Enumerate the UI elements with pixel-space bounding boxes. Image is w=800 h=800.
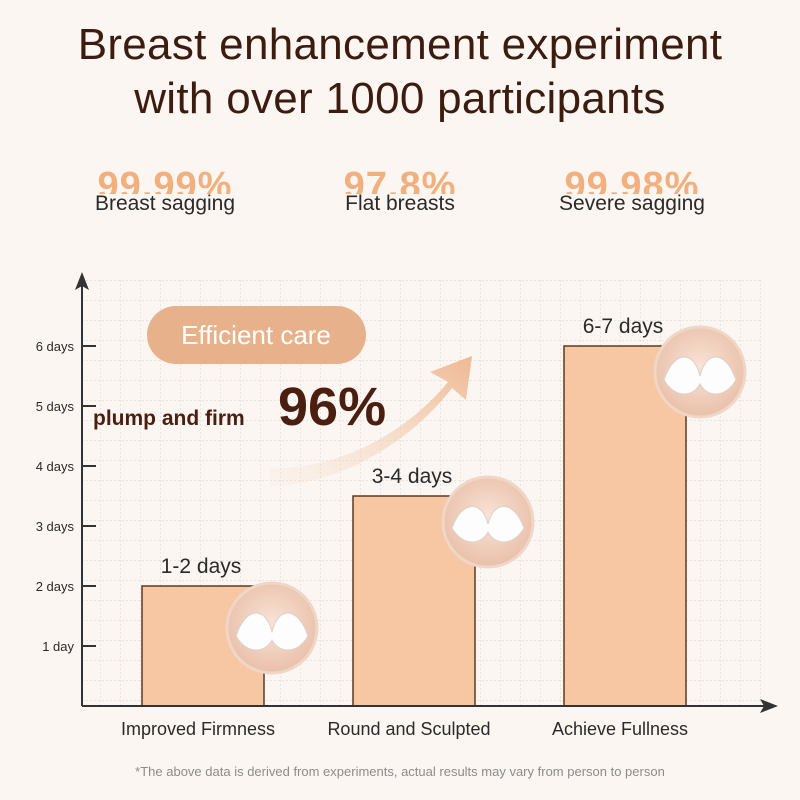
stat-flat-breasts: 97.8% Flat breasts — [280, 166, 520, 216]
y-tick-label: 4 days — [36, 459, 75, 474]
y-ticks-group: 1 day 2 days 3 days 4 days 5 days 6 days — [36, 339, 96, 654]
x-tick-label: Achieve Fullness — [552, 719, 688, 739]
x-tick-label: Round and Sculpted — [327, 719, 490, 739]
stat-value: 99.99% — [97, 166, 233, 194]
bra-photo-2 — [441, 475, 535, 569]
claim-percent: 96% — [278, 377, 386, 437]
efficient-care-badge — [147, 306, 366, 364]
growth-arrow-icon — [270, 356, 472, 486]
stat-label: Severe sagging — [559, 192, 705, 215]
stat-breast-sagging: 99.99% Breast sagging — [45, 166, 285, 216]
page-title: Breast enhancement experiment with over … — [0, 18, 800, 126]
bar-3 — [563, 345, 687, 707]
stat-label: Breast sagging — [94, 192, 236, 215]
bar-data-label: 3-4 days — [372, 465, 453, 488]
y-tick-label: 1 day — [42, 639, 74, 654]
x-tick-label: Improved Firmness — [121, 719, 275, 739]
y-tick-label: 6 days — [36, 339, 75, 354]
claim-text: plump and firm — [93, 407, 245, 430]
bra-photo-3 — [653, 325, 747, 419]
stat-label: Flat breasts — [345, 192, 455, 215]
stat-severe-sagging: 99.98% Severe sagging — [512, 166, 752, 216]
bar-data-label: 6-7 days — [583, 315, 664, 338]
stat-value: 97.8% — [343, 166, 457, 194]
bar-data-label: 1-2 days — [161, 555, 242, 578]
y-tick-label: 5 days — [36, 399, 75, 414]
bra-photo-1 — [225, 581, 319, 675]
bars-group: 1-2 days Improved Firmness 3-4 days Round a… — [121, 315, 688, 739]
y-tick-label: 3 days — [36, 519, 75, 534]
x-axis-arrow-icon — [760, 699, 778, 713]
y-axis-arrow-icon — [75, 272, 89, 290]
y-tick-label: 2 days — [36, 579, 75, 594]
stat-value: 99.98% — [564, 166, 700, 194]
title-line-2: with over 1000 participants — [134, 74, 666, 123]
title-line-1: Breast enhancement experiment — [77, 20, 723, 69]
efficient-care-label: Efficient care — [181, 320, 331, 350]
footnote: *The above data is derived from experime… — [135, 764, 665, 779]
